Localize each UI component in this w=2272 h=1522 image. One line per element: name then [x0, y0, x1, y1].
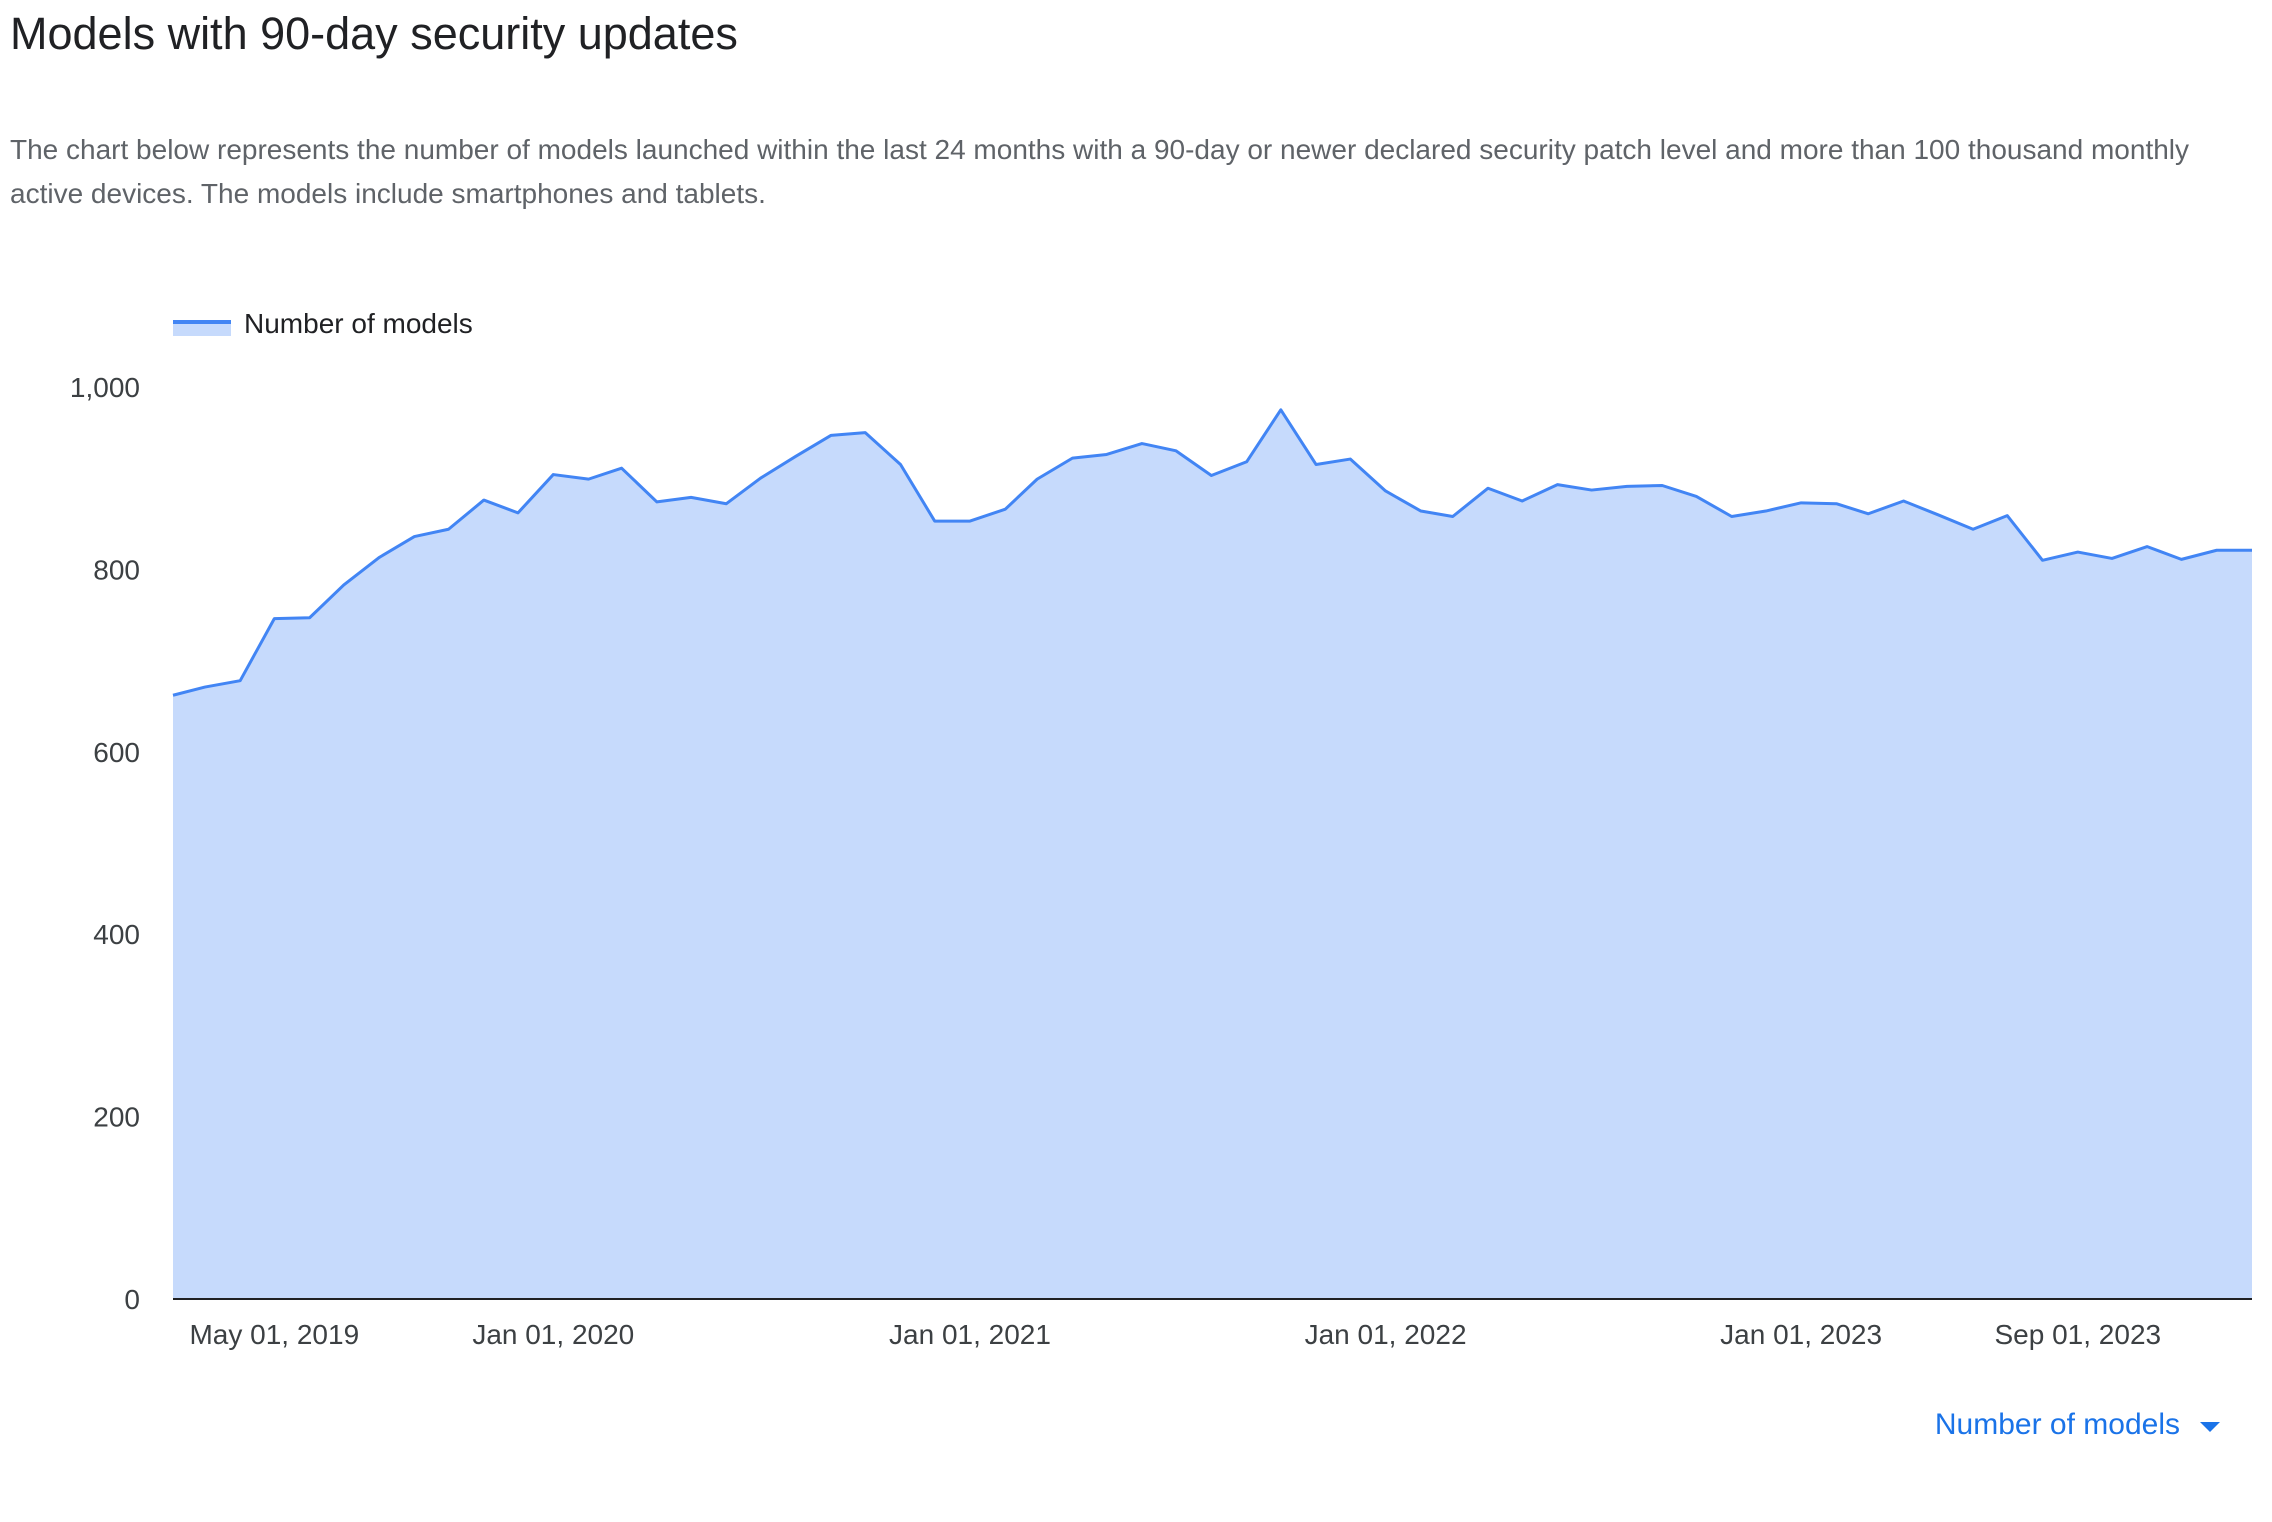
x-tick-label: Jan 01, 2022 — [1305, 1319, 1467, 1350]
data-point — [1936, 513, 1940, 517]
data-point — [342, 583, 346, 587]
data-point — [2179, 557, 2183, 561]
data-point — [724, 502, 728, 506]
data-point — [1660, 483, 1664, 487]
legend-label: Number of models — [244, 308, 473, 339]
data-point — [1279, 408, 1283, 412]
data-point — [587, 477, 591, 481]
data-point — [2250, 548, 2254, 552]
x-tick-label: Sep 01, 2023 — [1995, 1319, 2162, 1350]
data-point — [1694, 494, 1698, 498]
metric-select-dropdown[interactable]: Number of models — [1935, 1408, 2220, 1442]
data-point — [447, 527, 451, 531]
data-point — [758, 476, 762, 480]
data-point — [1245, 460, 1249, 464]
data-point — [1070, 456, 1074, 460]
data-point — [238, 679, 242, 683]
data-point — [1590, 488, 1594, 492]
data-point — [829, 433, 833, 437]
data-point — [2076, 550, 2080, 554]
y-tick-label: 400 — [93, 919, 140, 950]
legend-swatch-area — [173, 322, 231, 336]
data-point — [1764, 509, 1768, 513]
area-chart: 0 200 400 600 800 1,000 May 01, 2019 Jan 01, 20… — [70, 308, 2254, 1350]
x-tick-label: Jan 01, 2023 — [1720, 1319, 1882, 1350]
metric-select-label: Number of models — [1934, 1408, 2180, 1441]
data-point — [968, 519, 972, 523]
data-point — [377, 556, 381, 560]
series-area — [173, 409, 2252, 1299]
data-point — [2005, 514, 2009, 518]
x-tick-label: Jan 01, 2020 — [472, 1319, 634, 1350]
data-point — [1866, 512, 1870, 516]
data-point — [620, 466, 624, 470]
caret-down-icon — [2200, 1422, 2220, 1432]
data-point — [551, 473, 555, 477]
data-point — [2215, 548, 2219, 552]
data-point — [1035, 477, 1039, 481]
data-point — [1902, 499, 1906, 503]
data-point — [1314, 463, 1318, 467]
y-tick-label: 1,000 — [70, 372, 140, 403]
data-point — [1730, 515, 1734, 519]
data-point — [1799, 501, 1803, 505]
data-point — [1209, 473, 1213, 477]
data-point — [2145, 545, 2149, 549]
data-point — [171, 693, 175, 697]
data-point — [272, 617, 276, 621]
data-point — [2110, 556, 2114, 560]
data-point — [1174, 449, 1178, 453]
data-point — [1625, 484, 1629, 488]
data-point — [1555, 483, 1559, 487]
data-point — [308, 616, 312, 620]
x-tick-label: Jan 01, 2021 — [889, 1319, 1051, 1350]
page-title: Models with 90-day security updates — [10, 8, 738, 59]
y-tick-label: 600 — [93, 737, 140, 768]
data-point — [655, 500, 659, 504]
data-point — [203, 685, 207, 689]
data-point — [1486, 486, 1490, 490]
data-point — [933, 519, 937, 523]
data-point — [1419, 509, 1423, 513]
data-point — [516, 511, 520, 515]
data-point — [899, 463, 903, 467]
data-point — [689, 495, 693, 499]
data-point — [1971, 527, 1975, 531]
data-point — [1003, 507, 1007, 511]
chart-description: The chart below represents the number of… — [10, 134, 2190, 209]
data-point — [863, 431, 867, 435]
data-point — [1451, 515, 1455, 519]
y-tick-label: 800 — [93, 554, 140, 585]
data-point — [1348, 457, 1352, 461]
data-point — [412, 535, 416, 539]
x-tick-label: May 01, 2019 — [189, 1319, 359, 1350]
data-point — [1520, 499, 1524, 503]
data-point — [1140, 442, 1144, 446]
data-point — [794, 454, 798, 458]
data-point — [482, 498, 486, 502]
data-point — [1834, 502, 1838, 506]
series-line — [172, 408, 2252, 697]
data-point — [1384, 489, 1388, 493]
data-point — [1105, 452, 1109, 456]
y-tick-label: 0 — [124, 1284, 140, 1315]
y-tick-label: 200 — [93, 1102, 140, 1133]
data-point — [2041, 558, 2045, 562]
